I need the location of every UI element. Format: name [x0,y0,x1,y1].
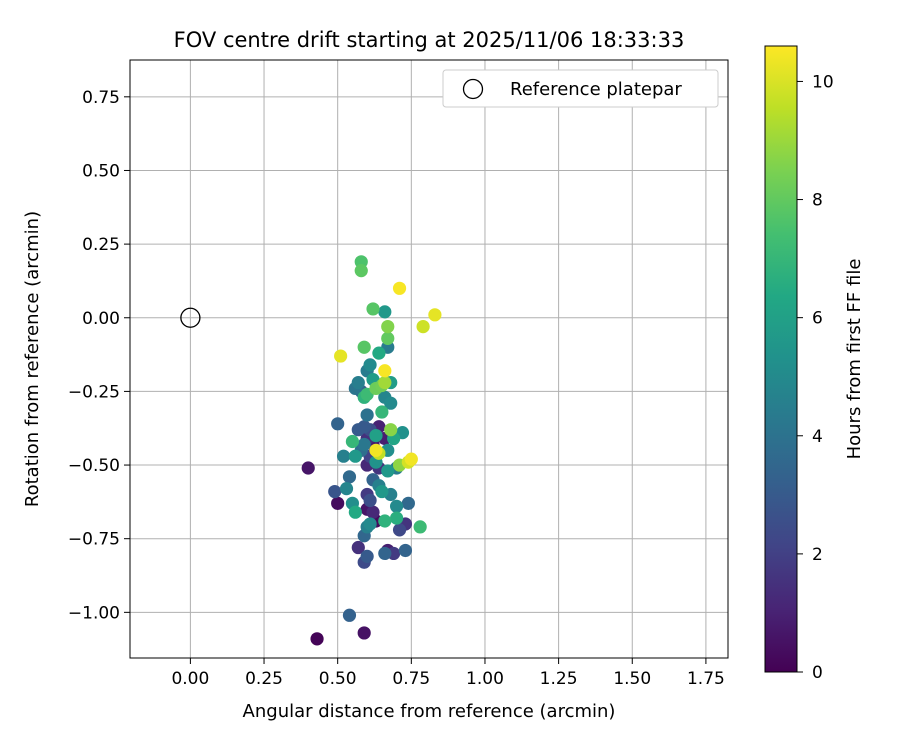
data-point [354,264,368,278]
data-point [398,543,413,558]
data-point [331,417,345,431]
data-point [369,443,383,457]
colorbar: 0 2 4 6 8 10 Hours from first FF file [764,45,865,683]
data-point [384,396,398,410]
colorbar-tick-label: 6 [812,309,823,329]
data-point [381,331,395,345]
data-point [381,464,395,478]
data-point [328,484,342,499]
data-point [339,482,354,496]
chart-title: FOV centre drift starting at 2025/11/06 … [174,28,685,52]
legend-box [442,69,719,108]
legend-marker-icon [462,78,484,100]
data-point [351,540,365,555]
x-tick-label: 1.50 [613,669,651,689]
data-point [392,281,407,295]
colorbar-tick-label: 4 [812,427,823,447]
y-axis-label: Rotation from reference (arcmin) [22,211,43,507]
x-tick-label: 1.75 [687,669,725,689]
x-tick-label: 1.25 [540,669,578,689]
colorbar-tick-label: 0 [812,663,823,683]
plot-background [130,60,728,658]
y-tick-label: 0.25 [82,235,120,255]
data-point [363,493,377,507]
x-tick-label: 0.00 [171,669,209,689]
reference-platepar-marker [180,307,201,328]
data-point [413,520,427,534]
data-point [342,470,357,484]
y-tick-label: −0.25 [68,382,120,402]
data-point [357,340,371,354]
data-point [345,434,360,449]
data-point [363,517,377,531]
data-point [428,308,442,322]
data-point [381,319,395,334]
x-axis: 0.00 0.25 0.50 0.75 1.00 1.25 1.50 1.75 [171,658,725,689]
data-point [378,546,392,561]
data-point [342,608,357,622]
y-tick-label: 0.50 [82,161,120,181]
data-point [336,449,351,463]
plot-frame [129,59,729,659]
colorbar-gradient [765,46,797,672]
data-point [357,420,371,434]
data-point [375,405,389,419]
data-point [378,305,392,319]
data-point [366,505,380,519]
data-point [404,452,418,466]
x-tick-label: 0.25 [245,669,283,689]
data-point [310,632,324,646]
data-point [384,423,398,437]
x-tick-label: 0.50 [319,669,357,689]
data-point [375,484,389,499]
data-point [348,449,362,463]
legend: Reference platepar [442,69,719,108]
y-tick-label: −0.50 [68,456,120,476]
y-tick-label: 0.00 [82,309,120,329]
data-point [301,461,315,475]
x-axis-label: Angular distance from reference (arcmin) [243,701,616,722]
y-tick-label: −0.75 [68,530,120,550]
data-point [363,358,377,372]
data-point [416,319,430,334]
x-tick-label: 1.00 [466,669,504,689]
colorbar-tick-label: 8 [812,191,823,211]
y-tick-label: −1.00 [68,603,120,623]
data-point [389,499,404,513]
data-point [369,428,383,443]
y-axis: 0.75 0.50 0.25 0.00 −0.25 −0.50 −0.75 −1.00 [68,88,130,623]
data-point [372,346,386,360]
data-point [366,302,380,316]
data-point [401,496,415,510]
y-tick-label: 0.75 [82,88,120,108]
colorbar-frame [764,45,798,673]
data-point [351,375,365,390]
data-point [378,364,392,378]
data-point [360,549,374,563]
plot-area: 0.00 0.25 0.50 0.75 1.00 1.25 1.50 1.75 0.75 0.5… [68,59,729,689]
scatter-points [301,255,442,646]
colorbar-tick-label: 10 [812,72,834,92]
data-point [334,349,348,363]
legend-label: Reference platepar [510,79,682,100]
data-point [360,408,374,422]
data-point [331,496,345,510]
colorbar-ticks: 0 2 4 6 8 10 [797,72,834,683]
data-point [348,505,362,519]
data-point [378,514,392,528]
x-tick-label: 0.75 [392,669,430,689]
data-point [392,523,407,537]
data-point [357,437,371,452]
data-point [357,626,371,640]
grid-lines [130,60,728,658]
data-point [389,511,404,525]
colorbar-tick-label: 2 [812,545,823,565]
data-point [378,375,392,390]
colorbar-label: Hours from first FF file [844,259,865,460]
